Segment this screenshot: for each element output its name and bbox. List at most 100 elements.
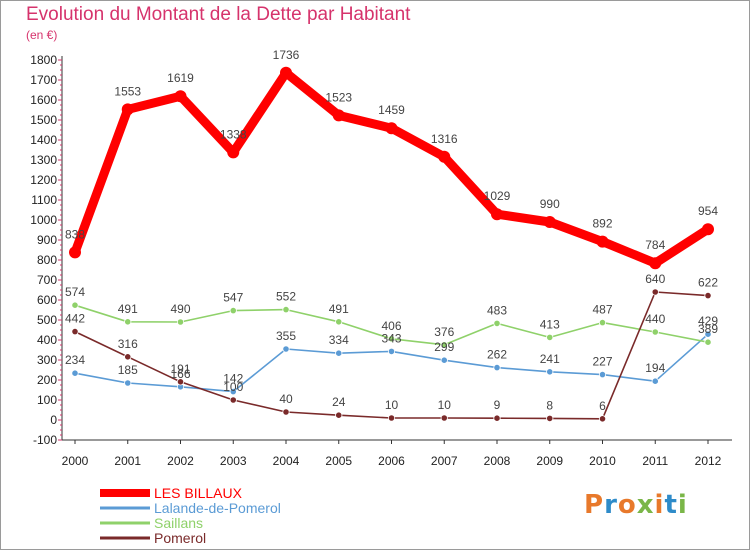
chart-title: Evolution du Montant de la Dette par Hab…: [26, 4, 411, 25]
series-line-les-billaux: [70, 68, 713, 268]
data-point-pomerol: [493, 414, 501, 422]
y-tick-label: 1800: [30, 53, 57, 67]
data-label-lalande-de-pomerol: 262: [487, 348, 507, 362]
data-label-les-billaux: 1029: [484, 189, 511, 203]
data-point-lalande-de-pomerol: [493, 363, 501, 372]
data-label-les-billaux: 1619: [167, 71, 194, 85]
data-point-saillans: [493, 319, 501, 327]
data-label-lalande-de-pomerol: 429: [698, 314, 718, 328]
x-tick-label: 2011: [642, 454, 668, 468]
data-label-pomerol: 9: [494, 398, 501, 412]
data-label-saillans: 389: [698, 322, 718, 336]
data-label-pomerol: 10: [438, 398, 452, 412]
data-label-pomerol: 6: [599, 399, 606, 413]
data-point-pomerol: [440, 414, 448, 422]
data-point-saillans: [335, 318, 343, 326]
logo-letter: x: [636, 490, 655, 520]
data-point-lalande-de-pomerol: [71, 369, 79, 377]
data-label-lalande-de-pomerol: 299: [434, 340, 454, 354]
data-point-lalande-de-pomerol: [387, 347, 396, 355]
data-point-les-billaux: [649, 257, 662, 270]
data-point-saillans: [176, 318, 185, 326]
data-label-les-billaux: 1523: [325, 90, 352, 104]
data-label-pomerol: 8: [546, 398, 553, 412]
data-point-les-billaux: [491, 208, 503, 221]
data-point-pomerol: [387, 414, 396, 422]
x-tick-label: 2007: [431, 454, 458, 468]
data-point-pomerol: [546, 414, 554, 422]
data-label-les-billaux: 838: [65, 227, 85, 241]
data-point-lalande-de-pomerol: [546, 368, 554, 376]
data-point-lalande-de-pomerol: [282, 345, 290, 353]
data-label-saillans: 552: [276, 290, 296, 304]
data-label-saillans: 487: [592, 303, 612, 317]
data-point-saillans: [651, 328, 659, 336]
data-label-saillans: 547: [223, 291, 243, 305]
x-tick-label: 2002: [167, 454, 194, 468]
data-label-lalande-de-pomerol: 227: [592, 355, 612, 369]
data-point-pomerol: [335, 411, 343, 419]
legend-label: Pomerol: [154, 530, 206, 546]
data-label-lalande-de-pomerol: 185: [118, 363, 138, 377]
data-point-pomerol: [704, 291, 712, 300]
y-tick-label: 1500: [30, 113, 57, 127]
x-tick-label: 2000: [62, 454, 89, 468]
data-point-les-billaux: [227, 146, 240, 159]
data-label-lalande-de-pomerol: 343: [381, 331, 401, 345]
logo-letter: r: [604, 490, 618, 520]
y-tick-label: 1200: [30, 173, 57, 187]
x-tick-label: 2004: [273, 454, 300, 468]
data-label-les-billaux: 1553: [114, 84, 141, 98]
data-point-pomerol: [229, 396, 237, 404]
y-tick-label: 1300: [30, 153, 57, 167]
data-label-pomerol: 40: [279, 392, 293, 406]
data-point-les-billaux: [174, 90, 187, 103]
x-tick-label: 2012: [695, 454, 722, 468]
x-tick-label: 2005: [325, 454, 352, 468]
data-point-lalande-de-pomerol: [440, 356, 448, 364]
data-point-les-billaux: [121, 103, 134, 116]
data-label-lalande-de-pomerol: 142: [223, 372, 243, 386]
data-point-saillans: [124, 318, 132, 326]
data-label-pomerol: 316: [118, 337, 138, 351]
x-tick-label: 2006: [378, 454, 405, 468]
data-label-lalande-de-pomerol: 241: [540, 352, 560, 366]
data-label-les-billaux: 990: [540, 197, 560, 211]
x-tick-label: 2009: [536, 454, 563, 468]
y-tick-label: 0: [50, 413, 57, 427]
x-tick-label: 2003: [220, 454, 247, 468]
data-label-saillans: 406: [381, 319, 401, 333]
y-tick-label: 1600: [30, 93, 57, 107]
logo-letter: i: [677, 490, 688, 520]
logo-letter: i: [654, 490, 665, 520]
y-tick-label: 300: [37, 353, 57, 367]
data-point-les-billaux: [332, 109, 345, 122]
data-point-saillans: [546, 333, 554, 341]
y-tick-label: 1400: [30, 133, 57, 147]
data-point-pomerol: [71, 327, 79, 336]
data-label-les-billaux: 784: [645, 238, 665, 252]
data-point-saillans: [440, 341, 448, 349]
y-tick-label: 1000: [30, 213, 57, 227]
data-point-les-billaux: [385, 122, 398, 135]
data-label-les-billaux: 1316: [431, 132, 458, 146]
data-label-saillans: 483: [487, 303, 507, 317]
data-label-pomerol: 191: [170, 362, 190, 376]
data-point-saillans: [71, 301, 79, 309]
data-label-les-billaux: 1338: [220, 127, 247, 141]
data-label-pomerol: 10: [385, 398, 399, 412]
data-point-lalande-de-pomerol: [598, 370, 607, 379]
y-tick-label: 400: [37, 333, 57, 347]
logo-letter: o: [617, 490, 637, 520]
chart-subtitle: (en €): [26, 28, 58, 42]
legend-label: LES BILLAUX: [154, 485, 243, 501]
data-point-saillans: [387, 335, 396, 343]
data-label-saillans: 490: [170, 302, 190, 316]
data-point-les-billaux: [438, 150, 451, 163]
data-label-lalande-de-pomerol: 334: [329, 333, 349, 347]
data-label-pomerol: 100: [223, 380, 243, 394]
data-label-pomerol: 442: [65, 312, 85, 326]
y-tick-label: 600: [37, 293, 57, 307]
data-label-pomerol: 622: [698, 276, 718, 290]
